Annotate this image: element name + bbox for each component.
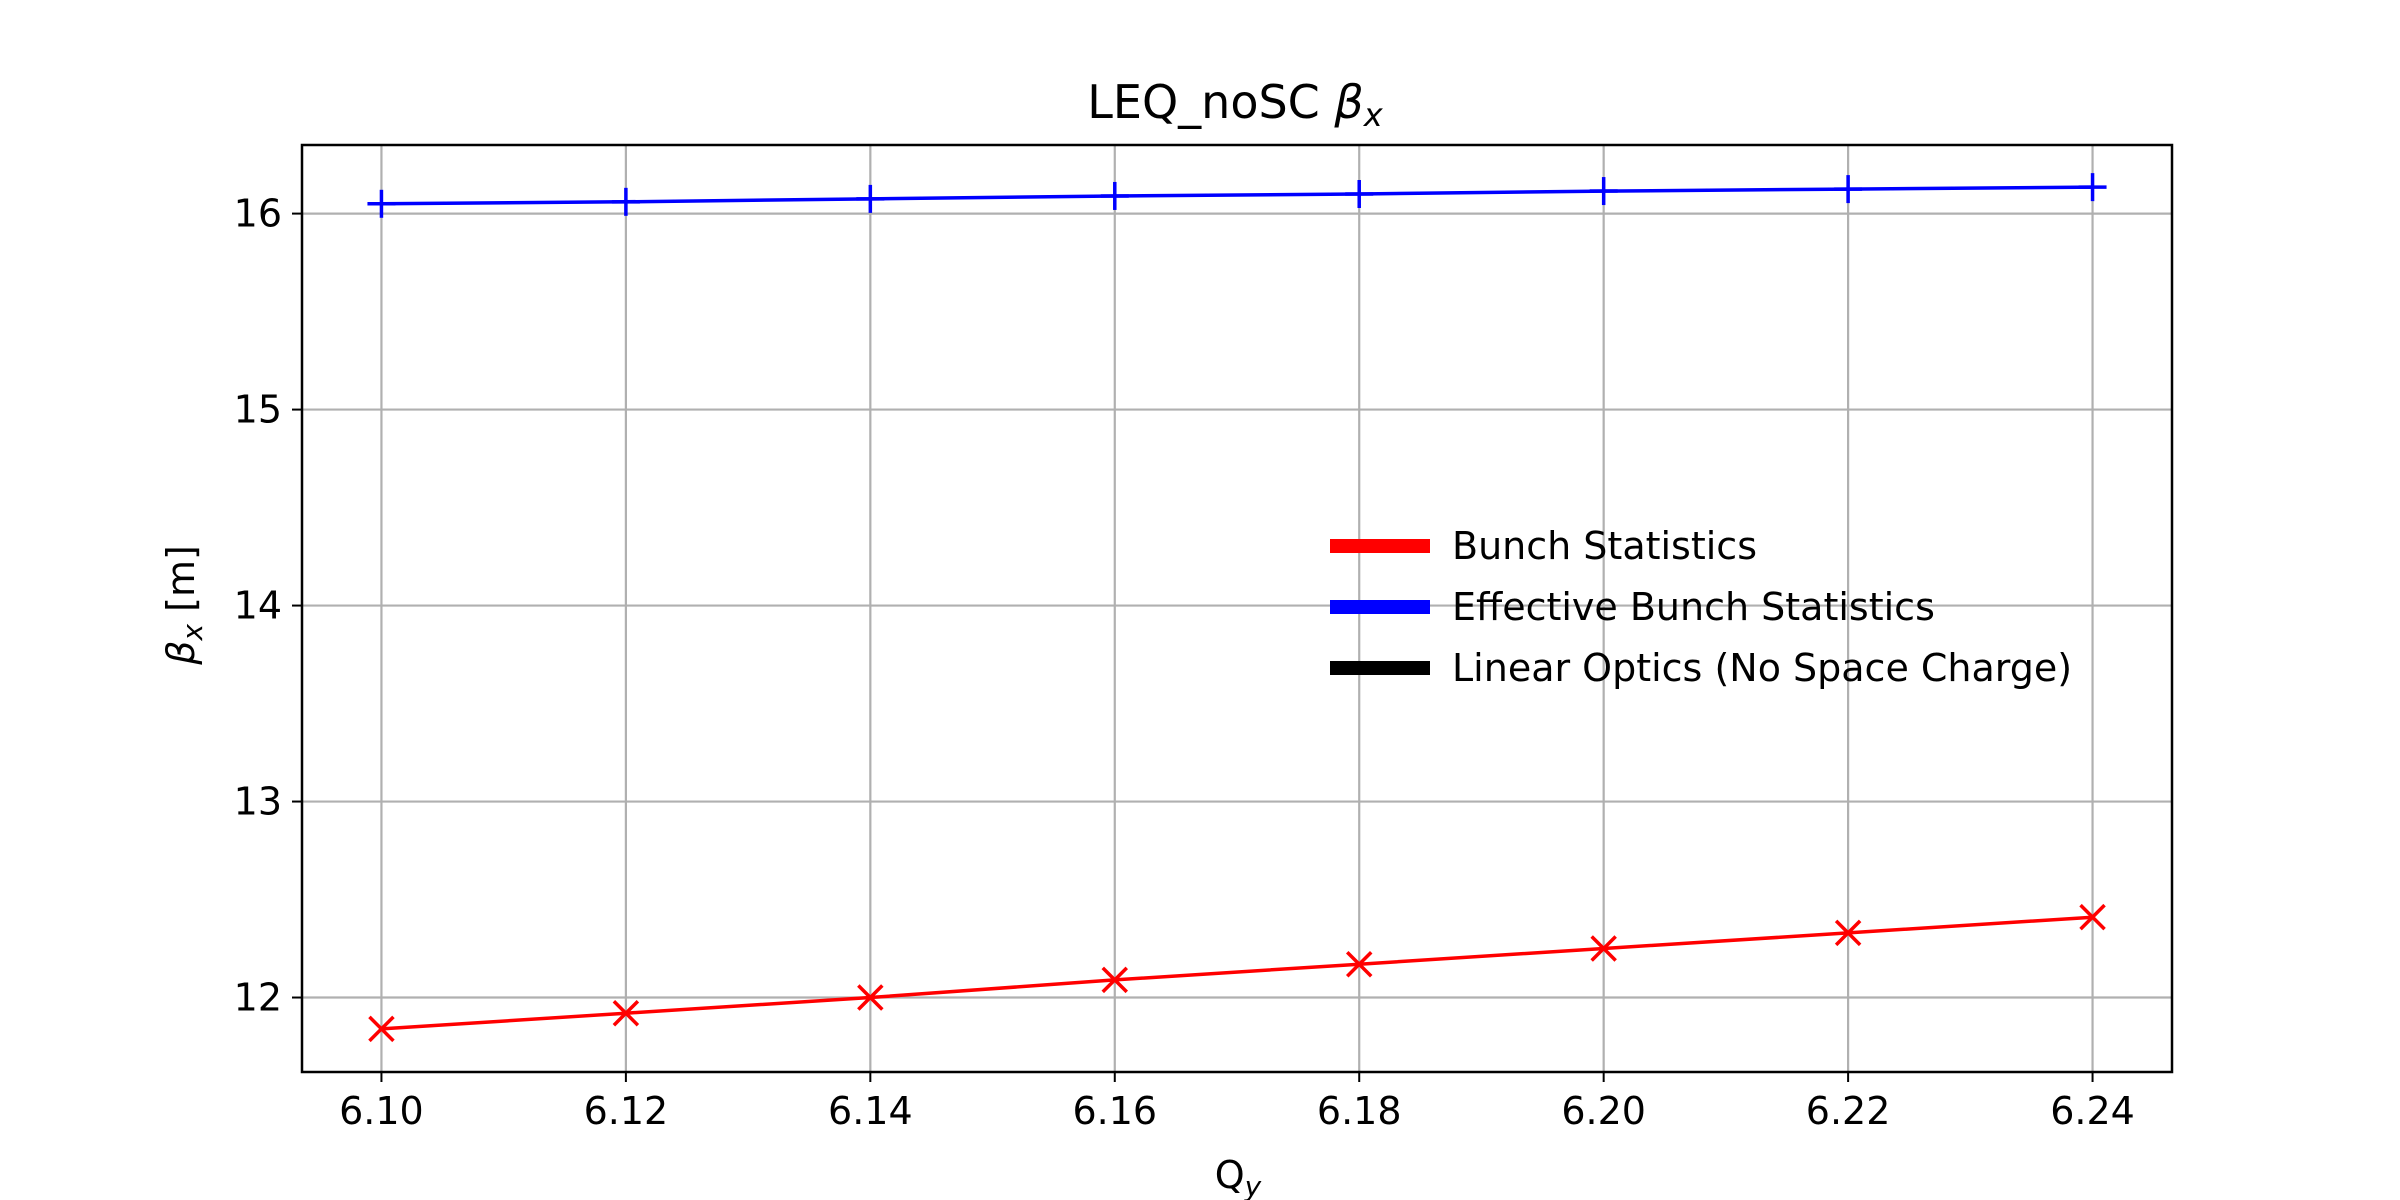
x-tick-label: 6.18 (1317, 1089, 1402, 1133)
data-point (1590, 935, 1617, 962)
y-axis: 12 13 14 15 16 (234, 192, 302, 1020)
data-point (611, 187, 640, 216)
data-point (1101, 966, 1129, 994)
legend: Bunch Statistics Effective Bunch Statisti… (1330, 524, 2072, 690)
legend-label: Bunch Statistics (1452, 524, 1757, 568)
series-line (381, 915, 2093, 1031)
data-point (1100, 181, 1129, 210)
data-point (1345, 950, 1373, 978)
legend-item: Effective Bunch Statistics (1330, 585, 1935, 629)
data-point (367, 189, 396, 218)
x-axis-label-subscript: y (1244, 1170, 1262, 1200)
x-tick-label: 6.24 (2050, 1089, 2135, 1133)
y-tick-label: 13 (234, 780, 282, 824)
series-effective-bunch-statistics (367, 173, 2107, 218)
legend-item: Linear Optics (No Space Charge) (1330, 646, 2072, 690)
y-tick-label: 12 (234, 976, 282, 1020)
y-axis-label: βx [m] (159, 545, 209, 666)
legend-label: Linear Optics (No Space Charge) (1452, 646, 2072, 690)
y-tick-label: 14 (234, 584, 282, 628)
data-point (1589, 177, 1618, 206)
x-axis-label-text: Q (1215, 1153, 1245, 1197)
series-line (381, 185, 2093, 206)
data-point (2079, 903, 2106, 931)
plot-frame (300, 143, 2174, 1074)
data-point (612, 999, 640, 1027)
y-tick-label: 16 (234, 192, 282, 236)
y-axis-label-subscript: x (176, 624, 209, 642)
x-axis-label: Qy (1215, 1153, 1262, 1200)
data-point (368, 1015, 395, 1043)
x-tick-label: 6.14 (828, 1089, 913, 1133)
x-tick-label: 6.12 (584, 1089, 669, 1133)
chart-title-text: LEQ_noSC (1087, 75, 1334, 129)
y-axis-label-symbol: β (159, 641, 203, 666)
series-group (367, 173, 2107, 1043)
chart-title-symbol: β (1333, 75, 1363, 129)
data-point (1834, 919, 1862, 947)
y-axis-label-unit: [m] (159, 545, 203, 624)
y-tick-label: 15 (234, 388, 282, 432)
chart-title: LEQ_noSC βx (1087, 75, 1384, 134)
x-tick-label: 6.10 (339, 1089, 424, 1133)
series-bunch-statistics (368, 903, 2106, 1043)
x-axis: 6.10 6.12 6.14 6.16 6.18 6.20 6.22 6.24 (339, 1072, 2135, 1133)
legend-label: Effective Bunch Statistics (1452, 585, 1935, 629)
data-point (856, 184, 885, 213)
x-tick-label: 6.16 (1072, 1089, 1157, 1133)
data-point (1345, 179, 1374, 208)
data-point (857, 984, 884, 1011)
x-tick-label: 6.22 (1806, 1089, 1891, 1133)
data-point (1834, 175, 1863, 204)
legend-item: Bunch Statistics (1330, 524, 1757, 568)
data-point (2078, 173, 2107, 202)
chart-title-subscript: x (1363, 96, 1384, 134)
x-tick-label: 6.20 (1561, 1089, 1646, 1133)
